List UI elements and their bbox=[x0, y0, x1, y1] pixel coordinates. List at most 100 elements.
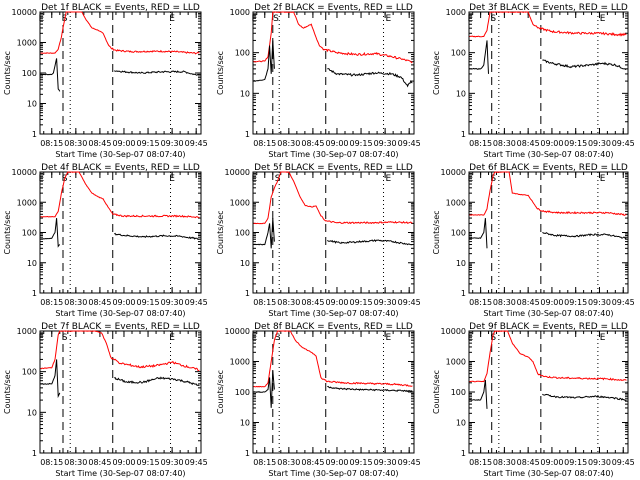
x-axis-label: Start Time (30-Sep-07 08:07:40) bbox=[55, 469, 185, 478]
event-marker-label: E bbox=[251, 14, 257, 24]
x-axis-label: Start Time (30-Sep-07 08:07:40) bbox=[268, 469, 398, 478]
events-series-line bbox=[40, 359, 61, 399]
y-axis-label: Counts/sec bbox=[216, 51, 225, 95]
y-tick-label: 10 bbox=[456, 89, 466, 98]
y-tick-label: 1000 bbox=[446, 198, 466, 207]
plot-frame bbox=[39, 11, 202, 135]
y-tick-label: 100 bbox=[451, 49, 466, 58]
event-marker-label: E bbox=[169, 174, 175, 184]
x-tick-label: 08:15 bbox=[469, 139, 492, 148]
event-marker-label: E bbox=[251, 174, 257, 184]
events-series-line bbox=[40, 218, 61, 248]
panel-7: Det 7f BLACK = Events, RED = LLD Counts/s… bbox=[3, 322, 208, 478]
x-axis-label: Start Time (30-Sep-07 08:07:40) bbox=[483, 469, 613, 478]
y-tick-label: 100 bbox=[22, 229, 37, 238]
x-tick-label: 09:30 bbox=[374, 298, 397, 307]
x-tick-label: 09:00 bbox=[325, 458, 348, 467]
y-tick-label: 10 bbox=[240, 419, 250, 428]
event-marker-label: E bbox=[467, 14, 473, 24]
x-tick-label: 09:15 bbox=[137, 458, 160, 467]
lld-series-line bbox=[253, 11, 413, 64]
x-tick-label: 09:00 bbox=[112, 458, 135, 467]
y-axis-label: Counts/sec bbox=[216, 210, 225, 254]
x-tick-label: 08:15 bbox=[40, 458, 63, 467]
y-tick-label: 10000 bbox=[441, 327, 466, 336]
events-series-line bbox=[253, 370, 275, 408]
x-tick-label: 09:30 bbox=[374, 139, 397, 148]
x-tick-label: 09:15 bbox=[350, 298, 373, 307]
x-tick-label: 08:30 bbox=[64, 298, 87, 307]
x-tick-label: 08:15 bbox=[40, 298, 63, 307]
y-tick-label: 100 bbox=[22, 69, 37, 78]
events-series-line bbox=[40, 58, 61, 92]
panel-6: Det 6f BLACK = Events, RED = LLD Counts/s… bbox=[432, 163, 635, 318]
x-tick-label: 08:30 bbox=[493, 298, 516, 307]
x-tick-label: 09:30 bbox=[588, 298, 611, 307]
event-marker-label: E bbox=[385, 14, 391, 24]
x-tick-label: 08:15 bbox=[253, 458, 276, 467]
y-tick-label: 1 bbox=[245, 289, 250, 298]
x-tick-label: 09:45 bbox=[612, 458, 635, 467]
panel-title: Det 8f BLACK = Events, RED = LLD bbox=[254, 322, 413, 332]
events-series-line bbox=[253, 218, 275, 249]
panel-3: Det 3f BLACK = Events, RED = LLD Counts/s… bbox=[432, 3, 635, 159]
event-marker-label: E bbox=[600, 333, 606, 343]
events-series-line bbox=[469, 40, 489, 74]
x-tick-label: 09:45 bbox=[398, 139, 421, 148]
x-tick-label: 09:15 bbox=[137, 139, 160, 148]
y-tick-label: 1 bbox=[461, 130, 466, 139]
event-marker-label: E bbox=[38, 333, 44, 343]
y-tick-label: 100 bbox=[451, 229, 466, 238]
events-series-line bbox=[253, 40, 275, 82]
event-marker-label: E bbox=[169, 14, 175, 24]
panel-title: Det 1f BLACK = Events, RED = LLD bbox=[41, 3, 200, 13]
plot-frame bbox=[252, 330, 415, 454]
x-tick-label: 09:30 bbox=[161, 458, 184, 467]
y-axis-label: Counts/sec bbox=[3, 370, 12, 414]
x-tick-label: 09:00 bbox=[540, 139, 563, 148]
x-tick-label: 08:45 bbox=[517, 139, 540, 148]
events-series-line bbox=[542, 59, 627, 71]
x-tick-label: 09:15 bbox=[564, 298, 587, 307]
x-tick-label: 09:30 bbox=[588, 458, 611, 467]
x-tick-label: 09:45 bbox=[185, 298, 208, 307]
x-tick-label: 09:30 bbox=[161, 139, 184, 148]
lld-series-line bbox=[40, 330, 200, 372]
events-series-line bbox=[114, 232, 200, 240]
panel-2: Det 2f BLACK = Events, RED = LLD Counts/s… bbox=[216, 3, 421, 159]
event-marker-label: E bbox=[600, 14, 606, 24]
panel-5: Det 5f BLACK = Events, RED = LLD Counts/s… bbox=[216, 163, 421, 318]
y-tick-label: 1 bbox=[32, 130, 37, 139]
y-tick-label: 1000 bbox=[17, 39, 37, 48]
lld-series-line bbox=[469, 171, 627, 216]
events-series-line bbox=[114, 376, 200, 387]
x-tick-label: 09:00 bbox=[540, 458, 563, 467]
events-series-line bbox=[327, 385, 413, 393]
lld-series-line bbox=[469, 11, 627, 38]
y-tick-label: 1 bbox=[32, 289, 37, 298]
event-marker-label: S bbox=[273, 14, 279, 24]
event-marker-label: E bbox=[600, 174, 606, 184]
lld-series-line bbox=[40, 171, 200, 219]
y-axis-label: Counts/sec bbox=[3, 210, 12, 254]
y-tick-label: 1000 bbox=[446, 358, 466, 367]
event-marker-label: E bbox=[251, 333, 257, 343]
events-series-line bbox=[113, 70, 200, 76]
panel-title: Det 5f BLACK = Events, RED = LLD bbox=[254, 163, 413, 173]
x-tick-label: 08:45 bbox=[88, 139, 111, 148]
x-tick-label: 08:15 bbox=[469, 298, 492, 307]
x-tick-label: 09:00 bbox=[325, 298, 348, 307]
x-tick-label: 09:30 bbox=[374, 458, 397, 467]
x-tick-label: 08:30 bbox=[277, 139, 300, 148]
x-tick-label: 09:45 bbox=[185, 139, 208, 148]
y-axis-label: Counts/sec bbox=[432, 370, 441, 414]
x-tick-label: 08:45 bbox=[517, 298, 540, 307]
x-axis-label: Start Time (30-Sep-07 08:07:40) bbox=[268, 309, 398, 318]
panel-title: Det 3f BLACK = Events, RED = LLD bbox=[469, 3, 628, 13]
plot-frame bbox=[468, 171, 629, 294]
y-tick-label: 1 bbox=[32, 449, 37, 458]
panel-title: Det 9f BLACK = Events, RED = LLD bbox=[469, 322, 628, 332]
plot-frame bbox=[39, 171, 202, 294]
events-series-line bbox=[469, 218, 488, 249]
panel-title: Det 6f BLACK = Events, RED = LLD bbox=[469, 163, 628, 173]
